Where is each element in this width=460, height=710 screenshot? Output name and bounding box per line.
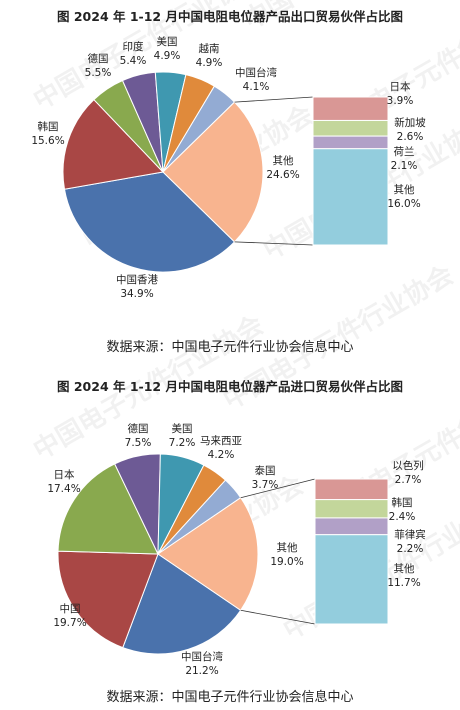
breakdown-label: 韩国 [392, 496, 413, 509]
breakdown-value-label: 2.2% [397, 543, 424, 555]
pie-slice [162, 101, 264, 243]
breakdown-label: 菲律宾 [394, 528, 426, 541]
breakdown-segment [314, 499, 389, 519]
breakdown-value-label: 2.7% [395, 474, 422, 486]
breakdown-value-label: 2.1% [391, 160, 418, 172]
slice-value-label: 24.6% [266, 169, 299, 181]
slice-label: 印度 [123, 40, 144, 53]
slice-label: 韩国 [38, 120, 59, 133]
slice-label: 其他 [277, 541, 298, 554]
pie-slice [62, 98, 165, 190]
slice-value-label: 4.9% [196, 57, 223, 69]
slice-value-label: 5.5% [85, 67, 112, 79]
pie-slice [122, 553, 242, 655]
slice-label: 泰国 [255, 464, 276, 477]
slice-value-label: 19.0% [270, 556, 303, 568]
slice-label: 中国香港 [116, 273, 158, 286]
slice-label: 德国 [128, 422, 149, 435]
chart-source-export: 数据来源：中国电子元件行业协会信息中心 [106, 340, 354, 355]
connector-line [240, 609, 316, 625]
breakdown-segment [314, 478, 389, 501]
breakdown-value-label: 2.6% [397, 131, 424, 143]
slice-value-label: 3.7% [252, 479, 279, 491]
breakdown-value-label: 11.7% [387, 577, 420, 589]
breakdown-label: 其他 [394, 562, 415, 575]
breakdown-value-label: 16.0% [387, 198, 420, 210]
slice-value-label: 4.1% [243, 81, 270, 93]
slice-value-label: 17.4% [47, 483, 80, 495]
breakdown-label: 其他 [394, 183, 415, 196]
breakdown-label: 日本 [390, 80, 411, 93]
slice-value-label: 15.6% [31, 135, 64, 147]
slice-value-label: 4.2% [208, 449, 235, 461]
slice-label: 美国 [172, 422, 193, 435]
breakdown-label: 荷兰 [394, 145, 415, 158]
pie-slice [63, 171, 236, 273]
slice-value-label: 5.4% [120, 55, 147, 67]
breakdown-label: 以色列 [392, 459, 424, 472]
slice-value-label: 21.2% [185, 665, 218, 677]
breakdown-segment [314, 517, 389, 536]
breakdown-label: 新加坡 [394, 116, 426, 129]
slice-value-label: 7.2% [169, 437, 196, 449]
slice-label: 中国台湾 [181, 650, 223, 663]
pie-slice [157, 497, 259, 611]
chart-title-export: 图 2024 年 1-12 月中国电阻电位器产品出口贸易伙伴占比图 [57, 9, 403, 24]
breakdown-value-label: 3.9% [387, 95, 414, 107]
slice-label: 中国 [60, 602, 81, 615]
slice-value-label: 34.9% [120, 288, 153, 300]
slice-value-label: 4.9% [154, 50, 181, 62]
slice-value-label: 7.5% [125, 437, 152, 449]
slice-label: 美国 [157, 35, 178, 48]
connector-line [234, 96, 314, 103]
breakdown-segment [314, 534, 389, 625]
connector-line [234, 241, 314, 246]
slice-value-label: 19.7% [53, 617, 86, 629]
slice-label: 越南 [199, 42, 220, 55]
breakdown-value-label: 2.4% [389, 511, 416, 523]
chart-source-import: 数据来源：中国电子元件行业协会信息中心 [106, 690, 354, 705]
breakdown-segment [312, 148, 389, 246]
chart-title-import: 图 2024 年 1-12 月中国电阻电位器产品进口贸易伙伴占比图 [57, 379, 403, 394]
slice-label: 德国 [88, 52, 109, 65]
slice-label: 马来西亚 [200, 435, 242, 447]
slice-label: 其他 [273, 154, 294, 167]
pie-slice [57, 550, 159, 649]
slice-label: 日本 [54, 468, 75, 481]
slice-label: 中国台湾 [235, 66, 277, 79]
pie-slice [57, 463, 159, 555]
connector-line [240, 478, 316, 499]
